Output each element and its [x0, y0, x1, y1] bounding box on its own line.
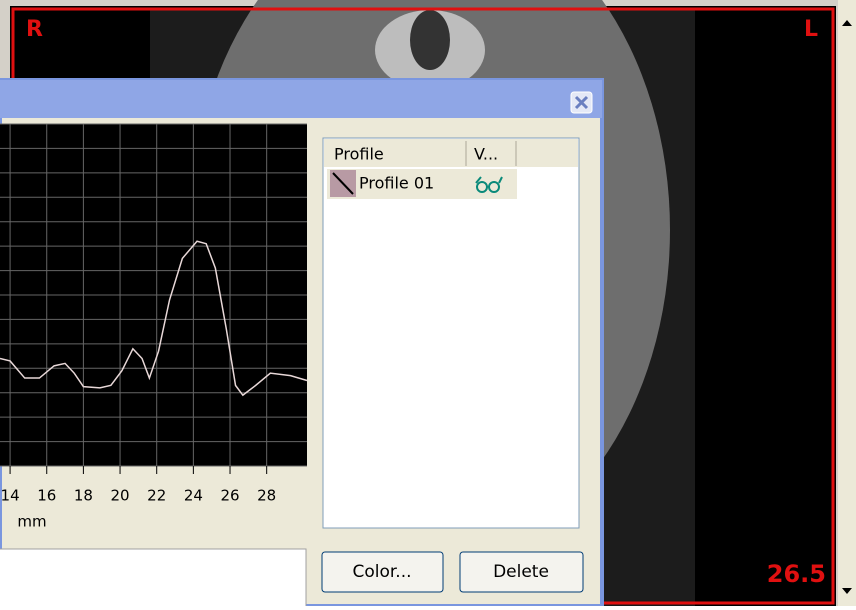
column-header[interactable]: Profile: [334, 145, 384, 164]
left-marker: R: [26, 17, 43, 42]
x-tick-label: 14: [1, 487, 20, 505]
slice-value: 26.5: [767, 560, 826, 588]
button-label: Color...: [352, 562, 411, 582]
right-marker: L: [804, 17, 818, 42]
info-box: [0, 549, 306, 606]
row-label: Profile 01: [359, 174, 434, 193]
x-tick-label: 16: [37, 487, 56, 505]
scrollbar[interactable]: [838, 0, 856, 606]
x-tick-label: 20: [111, 487, 130, 505]
x-axis-label: mm: [17, 513, 46, 531]
title-bar: [0, 80, 602, 118]
screen: R L 26.5 mm Profile V... Profile 01 Colo…: [0, 0, 856, 606]
column-header[interactable]: V...: [474, 145, 498, 164]
x-tick-label: 28: [257, 487, 276, 505]
x-tick-label: 24: [184, 487, 203, 505]
x-tick-label: 26: [220, 487, 239, 505]
scan-canal: [410, 10, 450, 70]
x-tick-label: 22: [147, 487, 166, 505]
button-label: Delete: [493, 562, 549, 582]
x-tick-label: 18: [74, 487, 93, 505]
